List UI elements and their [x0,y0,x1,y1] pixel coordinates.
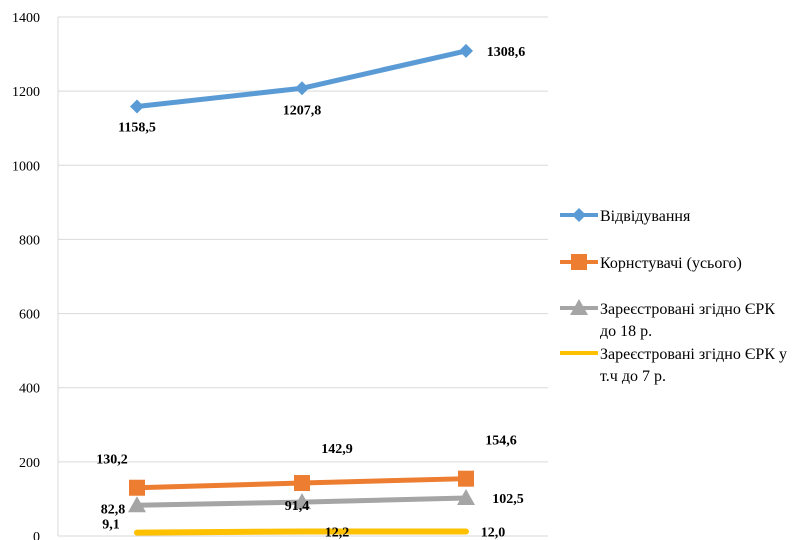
y-tick-label-600: 600 [19,308,40,323]
y-tick-label-400: 400 [19,382,40,397]
data-point-1-1 [294,475,310,492]
legend-label-0-0: Відвідування [600,208,691,225]
legend: Відвідування Корнстувачі (усього) Зареєстр… [560,208,787,385]
series-1 [129,470,474,496]
data-label-2-2: 102,5 [492,492,524,507]
data-label-2-1: 91,4 [285,499,310,514]
series-line-3 [134,528,469,536]
data-label-3-1: 12,2 [325,525,350,540]
data-label-2-0: 82,8 [101,502,126,517]
series-2 [128,489,475,513]
data-label-1-1: 142,9 [321,442,353,457]
data-label-3-2: 12,0 [481,526,506,540]
data-label-0-0: 1158,5 [118,121,156,136]
legend-label-3-0: Зареєстровані згідно ЄРК у [600,346,787,363]
data-label-0-1: 1207,8 [283,103,322,118]
legend-label-2-0: Зареєстровані згідно ЄРК [600,301,775,318]
data-point-0-2 [459,43,473,58]
data-label-3-0: 9,1 [102,518,120,533]
data-label-0-2: 1308,6 [487,45,526,60]
gridlines [58,16,548,537]
y-tick-label-1200: 1200 [12,85,40,100]
y-tick-label-200: 200 [19,456,40,471]
legend-marker-0 [572,208,586,222]
legend-item-1: Корнстувачі (усього) [560,254,742,272]
y-tick-label-1400: 1400 [12,11,40,26]
series-0 [130,43,473,114]
legend-marker-2 [570,299,588,315]
legend-label-3-1: т.ч до 7 р. [600,368,666,385]
data-point-2-2 [457,489,475,506]
y-axis: 0 200 400 600 800 1000 1200 1400 [12,11,548,540]
series-line-0 [134,48,469,110]
y-tick-label-0: 0 [33,530,40,540]
data-point-0-1 [295,81,309,96]
data-point-0-0 [130,99,144,114]
y-tick-label-1000: 1000 [12,159,40,174]
data-point-2-1 [293,493,311,510]
legend-marker-1 [571,254,587,270]
legend-item-0: Відвідування [560,208,691,225]
data-point-1-2 [458,470,474,487]
legend-label-1-0: Корнстувачі (усього) [600,255,742,272]
data-point-1-0 [129,479,145,496]
series-3 [134,528,469,536]
data-point-2-0 [128,496,146,513]
data-label-1-2: 154,6 [485,434,517,449]
legend-item-3: Зареєстровані згідно ЄРК у т.ч до 7 р. [560,346,787,385]
legend-label-2-1: до 18 р. [600,323,652,340]
y-tick-label-800: 800 [19,233,40,248]
legend-item-2: Зареєстровані згідно ЄРК до 18 р. [560,299,775,340]
data-label-1-0: 130,2 [96,453,128,468]
data-labels: 1158,5 1207,8 1308,6 130,2 142,9 154,6 82,8 91,… [96,45,525,540]
series-group [128,43,475,536]
